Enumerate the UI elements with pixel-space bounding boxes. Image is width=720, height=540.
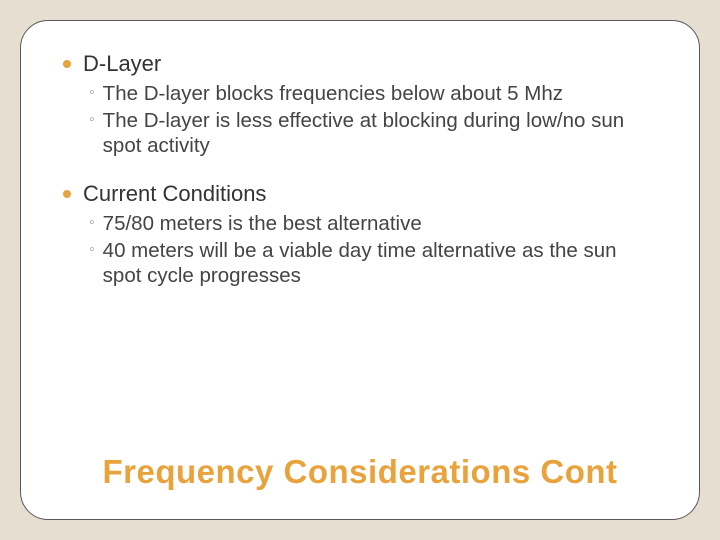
section-heading-text: D-Layer [83, 51, 161, 77]
list-item: ◦ 40 meters will be a viable day time al… [89, 238, 657, 289]
sub-list: ◦ 75/80 meters is the best alternative ◦… [63, 211, 657, 289]
slide-card: D-Layer ◦ The D-layer blocks frequencies… [20, 20, 700, 520]
bullet-icon [63, 190, 71, 198]
ring-bullet-icon: ◦ [89, 81, 95, 107]
list-item-text: The D-layer blocks frequencies below abo… [103, 81, 657, 107]
section-heading: D-Layer [63, 51, 657, 77]
ring-bullet-icon: ◦ [89, 108, 95, 159]
sub-list: ◦ The D-layer blocks frequencies below a… [63, 81, 657, 159]
section-heading: Current Conditions [63, 181, 657, 207]
list-item: ◦ The D-layer is less effective at block… [89, 108, 657, 159]
bullet-icon [63, 60, 71, 68]
list-item-text: The D-layer is less effective at blockin… [103, 108, 657, 159]
ring-bullet-icon: ◦ [89, 238, 95, 289]
list-item-text: 40 meters will be a viable day time alte… [103, 238, 657, 289]
section: D-Layer ◦ The D-layer blocks frequencies… [63, 51, 657, 159]
list-item-text: 75/80 meters is the best alternative [103, 211, 657, 237]
section: Current Conditions ◦ 75/80 meters is the… [63, 181, 657, 289]
list-item: ◦ The D-layer blocks frequencies below a… [89, 81, 657, 107]
list-item: ◦ 75/80 meters is the best alternative [89, 211, 657, 237]
section-heading-text: Current Conditions [83, 181, 266, 207]
slide-title: Frequency Considerations Cont [63, 453, 657, 491]
ring-bullet-icon: ◦ [89, 211, 95, 237]
slide-content: D-Layer ◦ The D-layer blocks frequencies… [63, 51, 657, 453]
